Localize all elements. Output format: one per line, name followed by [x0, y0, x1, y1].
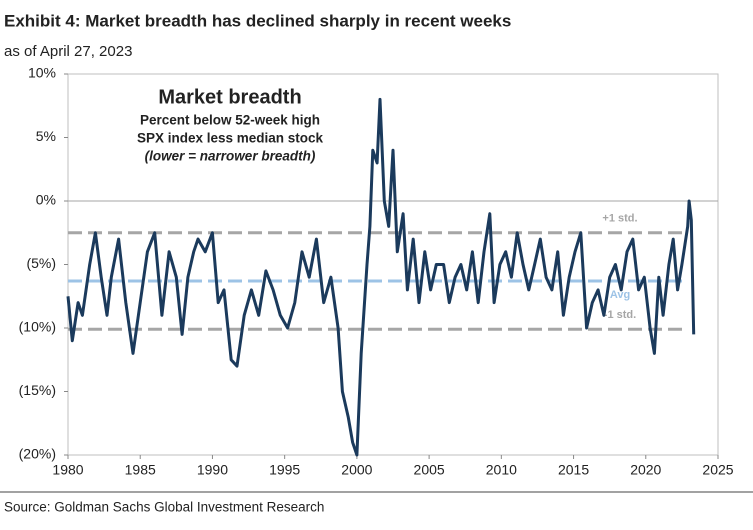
- x-tick-label: 1985: [125, 462, 156, 478]
- x-tick-label: 1980: [52, 462, 83, 478]
- x-tick-label: 2025: [702, 462, 733, 478]
- x-tick-label: 2010: [486, 462, 517, 478]
- y-tick-label: 5%: [36, 128, 56, 144]
- x-tick-label: 1995: [269, 462, 300, 478]
- annotation-line: SPX index less median stock: [137, 131, 324, 146]
- y-tick-label: 0%: [36, 192, 56, 208]
- x-tick-label: 2020: [630, 462, 661, 478]
- reference-label: -1 std.: [604, 309, 636, 321]
- y-tick-label: (5%): [26, 255, 56, 271]
- y-tick-label: (20%): [19, 446, 56, 462]
- x-tick-label: 2015: [558, 462, 589, 478]
- source: Source: Goldman Sachs Global Investment …: [4, 500, 324, 515]
- y-tick-label: (10%): [19, 319, 56, 335]
- x-tick-label: 2005: [414, 462, 445, 478]
- reference-label: +1 std.: [602, 213, 637, 225]
- chart-subtitle: as of April 27, 2023: [4, 43, 132, 60]
- annotation-line: Percent below 52-week high: [140, 113, 320, 128]
- data-line: [66, 97, 696, 457]
- x-tick-label: 1990: [197, 462, 228, 478]
- annotation-heading: Market breadth: [158, 86, 301, 108]
- reference-label: Avg: [610, 289, 630, 301]
- y-tick-label: (15%): [19, 382, 56, 398]
- y-tick-label: 10%: [28, 65, 56, 81]
- chart-title: Exhibit 4: Market breadth has declined s…: [4, 11, 511, 30]
- x-tick-label: 2000: [341, 462, 372, 478]
- annotation-note: (lower = narrower breadth): [145, 149, 316, 164]
